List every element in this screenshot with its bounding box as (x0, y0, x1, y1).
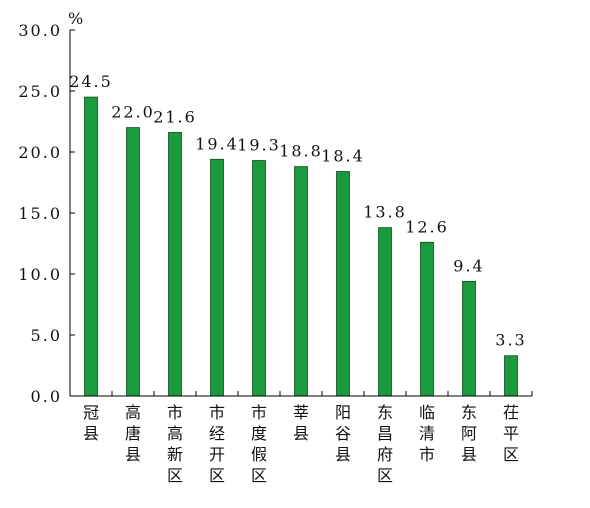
bar-value-label: 3.3 (495, 331, 526, 350)
bar (252, 160, 266, 397)
category-label: 市经开区 (209, 403, 225, 485)
category-label: 市高新区 (167, 403, 183, 485)
bars (84, 96, 518, 397)
bar (336, 171, 350, 397)
value-labels: 24.5 22.021.6 19.419.318.818.4 13.812.6 9.4 3… (69, 72, 526, 350)
category-label: 莘县 (293, 403, 309, 443)
y-tick-label: 15.0 (18, 204, 62, 223)
bar-value-label: 19.3 (237, 136, 281, 155)
category-label: 东昌府区 (377, 403, 393, 485)
bar (378, 227, 392, 397)
category-label: 高唐县 (125, 403, 141, 464)
bar (168, 132, 182, 397)
category-label: 东阿县 (461, 403, 477, 464)
y-tick-label: 20.0 (18, 143, 62, 162)
bar-value-label: 19.4 (195, 134, 239, 153)
bar-value-label: 21.6 (153, 107, 197, 126)
bar (210, 158, 224, 397)
bar-value-label: 24.5 (69, 72, 113, 91)
bar (420, 241, 434, 397)
y-tick-label: 25.0 (18, 82, 62, 101)
category-label: 茌平区 (503, 403, 519, 464)
bar-value-label: 18.8 (279, 142, 323, 161)
category-labels: 冠县 高唐县 市高新区 市经开区 市度假区 莘县 阳谷县 东昌府区 临清市 东阿县 茌平区 (83, 403, 519, 485)
category-label: 市度假区 (251, 403, 267, 485)
bar (126, 127, 140, 397)
y-axis-unit: % (68, 9, 83, 28)
bar-value-label: 18.4 (321, 147, 365, 166)
category-label: 临清市 (419, 403, 435, 464)
y-axis-ticks: 0.0 5.0 10.0 15.0 20.0 25.0 30.0 (18, 21, 533, 406)
category-label: 阳谷县 (335, 403, 351, 464)
bar (294, 166, 308, 397)
bar (504, 355, 518, 397)
y-tick-label: 10.0 (18, 265, 62, 284)
bar (462, 280, 476, 397)
category-label: 冠县 (83, 403, 99, 443)
y-tick-label: 30.0 (18, 21, 62, 40)
bar-value-label: 13.8 (363, 203, 407, 222)
y-tick-label: 5.0 (31, 326, 62, 345)
bar-value-label: 9.4 (453, 256, 484, 275)
y-tick-label: 0.0 (31, 387, 62, 406)
bar-value-label: 22.0 (111, 103, 155, 122)
bar-value-label: 12.6 (405, 217, 449, 236)
bar (84, 96, 98, 397)
